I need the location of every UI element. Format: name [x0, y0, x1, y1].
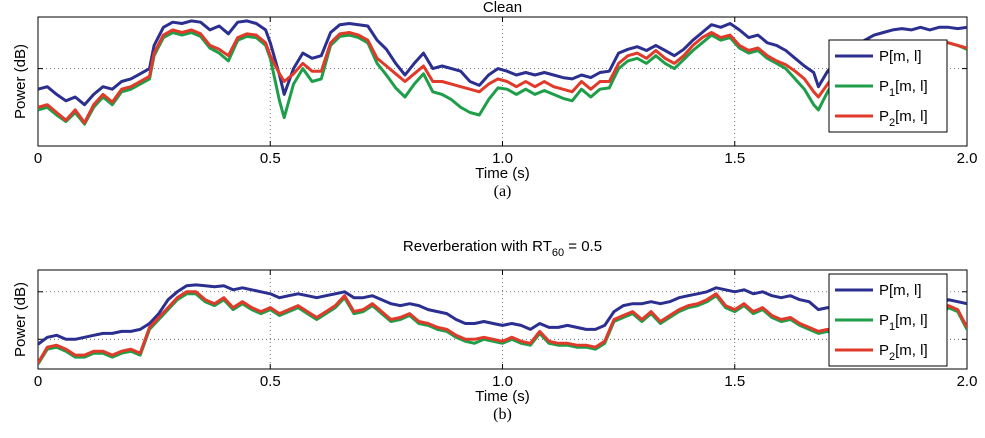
- legend-label-base: P: [879, 312, 889, 329]
- legend-label: P1[m, l]: [879, 312, 928, 333]
- legend-label-subscript: 1: [889, 87, 895, 99]
- x-tick-label: 0: [34, 373, 42, 390]
- y-axis-label: Power (dB): [12, 282, 29, 357]
- legend: P[m, l]P1[m, l]P2[m, l]: [828, 39, 948, 133]
- title-subscript: 60: [552, 247, 564, 259]
- legend-label-suffix: [m, l]: [895, 312, 928, 329]
- legend-label-subscript: 2: [889, 351, 895, 363]
- series-line-p2: [38, 290, 967, 364]
- legend-label: P2[m, l]: [879, 342, 928, 363]
- title-suffix: = 0.5: [564, 238, 602, 255]
- legend-label: P2[m, l]: [879, 108, 928, 129]
- x-tick-label: 1.5: [724, 373, 745, 390]
- series-line-p: [38, 19, 967, 107]
- legend-label-base: P: [879, 108, 889, 125]
- series-line-p1: [38, 31, 967, 126]
- legend-label-suffix: [m, l]: [895, 108, 928, 125]
- x-axis-label: Time (s): [475, 388, 529, 405]
- panel-caption: (a): [494, 183, 512, 200]
- legend-label-subscript: 2: [889, 117, 895, 129]
- x-tick-label: 1.0: [492, 373, 513, 390]
- series-line-p2: [38, 28, 967, 125]
- x-tick-label: 2.0: [957, 150, 978, 167]
- panel-b: 0 0.5 1.0 1.5 2.0 Time (s) Power (dB) Reverbera…: [12, 238, 977, 423]
- panel-a: 0 0.5 1.0 1.5 2.0 Time (s) Power (dB) Clean (a) P…: [12, 0, 977, 200]
- legend-label-suffix: [m, l]: [895, 342, 928, 359]
- legend-label-base: P: [879, 78, 889, 95]
- y-axis-label: Power (dB): [12, 44, 29, 119]
- series-line-p1: [38, 292, 967, 365]
- title-main: Clean: [483, 0, 522, 16]
- legend-label: P[m, l]: [879, 282, 922, 299]
- legend: P[m, l]P1[m, l]P2[m, l]: [828, 273, 948, 367]
- legend-label-suffix: [m, l]: [895, 78, 928, 95]
- legend-label: P[m, l]: [879, 48, 922, 65]
- chart-title: Reverberation with RT60 = 0.5: [403, 238, 602, 259]
- legend-label-base: P: [879, 48, 889, 65]
- title-main: Reverberation with RT: [403, 238, 552, 255]
- x-tick-label: 1.0: [492, 150, 513, 167]
- x-tick-label: 0.5: [260, 150, 281, 167]
- x-tick-label: 2.0: [957, 373, 978, 390]
- x-axis-label: Time (s): [475, 165, 529, 182]
- legend-label-base: P: [879, 282, 889, 299]
- legend-label-suffix: [m, l]: [889, 282, 922, 299]
- x-tick-label: 1.5: [724, 150, 745, 167]
- x-tick-label: 0.5: [260, 373, 281, 390]
- legend-label-suffix: [m, l]: [889, 48, 922, 65]
- legend-label-base: P: [879, 342, 889, 359]
- legend-label-subscript: 1: [889, 321, 895, 333]
- x-tick-label: 0: [34, 150, 42, 167]
- chart-title: Clean: [483, 0, 522, 16]
- panel-caption: (b): [493, 406, 512, 423]
- series-line-p: [38, 283, 967, 346]
- legend-label: P1[m, l]: [879, 78, 928, 99]
